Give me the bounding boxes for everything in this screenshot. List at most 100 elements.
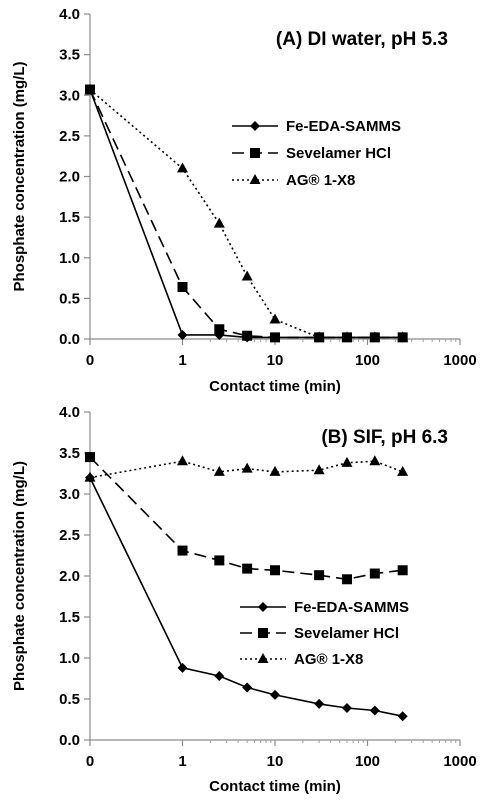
legend-entry: Fe-EDA-SAMMS — [240, 599, 409, 616]
legend-label: Sevelamer HCl — [294, 625, 399, 642]
x-tick-label: 10 — [267, 753, 284, 770]
series-1 — [85, 452, 408, 585]
data-point-triangle — [84, 471, 96, 482]
series-line — [89, 456, 403, 581]
y-tick-label: 1.0 — [59, 250, 80, 267]
legend-label: AG® 1-X8 — [286, 172, 355, 189]
x-tick-label: 0 — [86, 753, 94, 770]
data-point-square — [214, 324, 225, 335]
legend-marker-diamond — [258, 602, 268, 612]
data-point-square — [85, 452, 95, 463]
legend-entry: Sevelamer HCl — [240, 625, 399, 642]
data-point-diamond — [214, 671, 225, 682]
data-point-diamond — [369, 705, 380, 716]
data-point-diamond — [314, 698, 325, 709]
chart-panel-b: 0.0 0.5 1.0 1.5 2.0 2.5 3.0 3.5 4.0 0 1 10 100 1000 Co… — [11, 404, 477, 795]
y-tick-label: 1.5 — [59, 209, 80, 226]
series-line — [89, 477, 403, 717]
y-tick-label: 4.0 — [59, 404, 80, 421]
y-tick-label: 0.0 — [59, 331, 80, 348]
data-point-triangle — [341, 331, 353, 342]
x-axis-title: Contact time (min) — [209, 378, 341, 395]
data-point-triangle — [241, 462, 253, 473]
y-tick-label: 1.5 — [59, 609, 80, 626]
x-tick-label: 1 — [178, 352, 186, 369]
data-point-square — [397, 565, 408, 576]
y-tick-label: 0.0 — [59, 732, 80, 749]
data-point-triangle — [313, 464, 325, 475]
y-tick-label: 3.0 — [59, 486, 80, 503]
legend-entry: AG® 1-X8 — [240, 651, 363, 668]
legend-label: Fe-EDA-SAMMS — [294, 599, 409, 616]
y-tick-label: 2.5 — [59, 527, 80, 544]
data-point-triangle — [269, 313, 281, 324]
legend-marker-triangle — [249, 174, 261, 184]
x-tick-label: 1000 — [443, 352, 476, 369]
panel-title: (B) SIF, pH 6.3 — [321, 427, 448, 448]
data-point-triangle — [313, 331, 325, 342]
series-2 — [84, 83, 409, 342]
data-point-triangle — [177, 455, 188, 466]
data-point-triangle — [84, 83, 96, 94]
x-tick-label: 100 — [355, 753, 380, 770]
x-tick-label: 1 — [178, 753, 186, 770]
series-2 — [84, 455, 409, 482]
y-tick-label: 3.5 — [59, 445, 80, 462]
x-tick-label: 0 — [86, 352, 94, 369]
chart-panel-a: 0.0 0.5 1.0 1.5 2.0 2.5 3.0 3.5 4.0 0 1 10 100 1000 Co… — [11, 6, 477, 395]
x-tick-label: 10 — [267, 352, 284, 369]
y-tick-label: 2.0 — [59, 169, 80, 186]
panel-title: (A) DI water, pH 5.3 — [276, 29, 448, 50]
legend-label: Sevelamer HCl — [286, 145, 391, 162]
y-tick-label: 1.0 — [59, 650, 80, 667]
data-point-triangle — [213, 217, 225, 228]
legend-marker-triangle — [257, 653, 269, 663]
legend-entry: AG® 1-X8 — [232, 172, 355, 189]
data-point-square — [242, 330, 253, 341]
data-point-triangle — [213, 465, 225, 476]
y-tick-label: 3.0 — [59, 87, 80, 104]
data-point-triangle — [369, 455, 381, 466]
data-point-square — [369, 568, 380, 579]
y-tick-label: 0.5 — [59, 290, 80, 307]
data-point-triangle — [397, 465, 409, 476]
x-axis-title: Contact time (min) — [209, 778, 341, 795]
data-point-diamond — [177, 329, 188, 340]
data-point-square — [341, 574, 352, 585]
legend-label: AG® 1-X8 — [294, 651, 363, 668]
y-tick-label: 0.5 — [59, 691, 80, 708]
data-point-triangle — [241, 270, 253, 281]
data-point-diamond — [341, 703, 352, 714]
legend-marker-square — [258, 628, 268, 638]
series-0 — [85, 472, 408, 722]
y-axis-title: Phosphate concentration (mg/L) — [11, 61, 28, 291]
data-point-diamond — [270, 689, 280, 700]
y-axis-title: Phosphate concentration (mg/L) — [11, 461, 28, 691]
legend-label: Fe-EDA-SAMMS — [286, 118, 401, 135]
y-tick-label: 2.5 — [59, 128, 80, 145]
data-point-diamond — [397, 711, 408, 722]
data-point-triangle — [397, 331, 409, 342]
series-line — [89, 460, 403, 479]
data-point-square — [177, 545, 188, 556]
data-point-square — [314, 570, 325, 581]
data-point-triangle — [341, 456, 353, 467]
y-tick-label: 4.0 — [59, 6, 80, 23]
data-point-triangle — [369, 331, 381, 342]
data-point-triangle — [269, 465, 281, 476]
data-point-diamond — [242, 682, 253, 693]
y-tick-label: 2.0 — [59, 568, 80, 585]
legend-marker-diamond — [250, 121, 260, 131]
data-point-square — [270, 565, 280, 576]
data-point-square — [270, 332, 280, 343]
data-point-triangle — [177, 162, 188, 173]
x-tick-label: 100 — [355, 352, 380, 369]
x-tick-label: 1000 — [443, 753, 476, 770]
data-point-square — [242, 563, 253, 574]
legend-entry: Sevelamer HCl — [232, 145, 391, 162]
y-tick-label: 3.5 — [59, 47, 80, 64]
data-point-diamond — [177, 662, 188, 673]
data-point-square — [177, 282, 188, 292]
legend-entry: Fe-EDA-SAMMS — [232, 118, 401, 135]
